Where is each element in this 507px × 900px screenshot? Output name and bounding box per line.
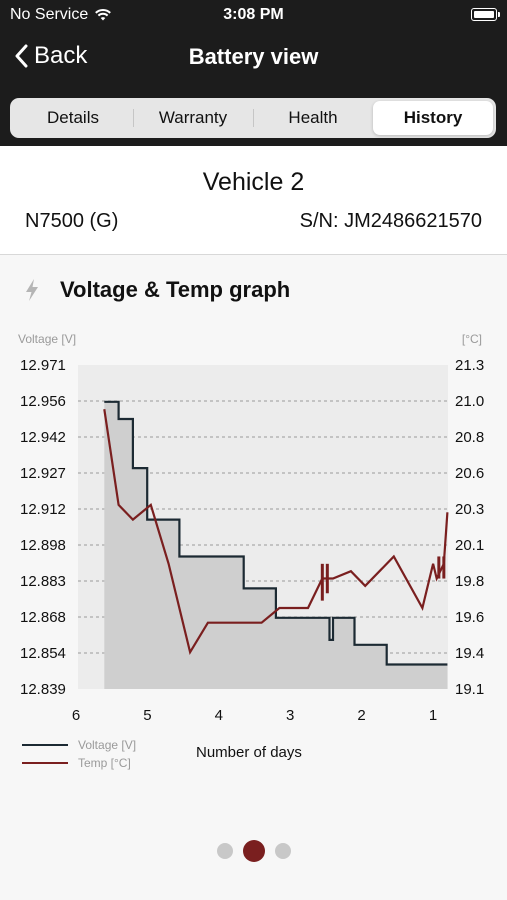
x-tick-label: 3 <box>286 707 294 724</box>
tab-warranty-label: Warranty <box>158 108 228 127</box>
voltage-temp-chart: Voltage [V] [°C] 12.971 21.3 12.956 21.0 12.94… <box>18 332 484 770</box>
x-tick-label: 1 <box>429 707 437 724</box>
y-right-tick-label: 20.1 <box>455 537 484 554</box>
tab-warranty[interactable]: Warranty <box>133 101 253 135</box>
y-left-tick-label: 12.971 <box>20 357 66 374</box>
chevron-left-icon <box>15 44 28 68</box>
wifi-icon <box>95 9 112 21</box>
y-left-tick-label: 12.956 <box>20 393 66 410</box>
y-right-tick-label: 19.4 <box>455 645 484 662</box>
tab-history[interactable]: History <box>373 101 493 135</box>
y-right-tick-label: 21.3 <box>455 357 484 374</box>
vehicle-model: N7500 (G) <box>25 210 119 232</box>
x-tick-label: 5 <box>143 707 151 724</box>
y-left-tick-label: 12.942 <box>20 429 66 446</box>
legend-temp-label: Temp [°C] <box>78 756 131 770</box>
vehicle-name: Vehicle 2 <box>202 168 305 196</box>
navigation-bar: Back Battery view <box>0 30 507 90</box>
carrier-indicator: No Service <box>10 6 112 24</box>
y-right-tick-label: 20.3 <box>455 501 484 518</box>
y-left-tick-label: 12.912 <box>20 501 66 518</box>
tab-health[interactable]: Health <box>253 101 373 135</box>
vehicle-serial: S/N: JM2486621570 <box>299 210 482 232</box>
y-left-axis-label: Voltage [V] <box>18 332 76 346</box>
page-dot-1[interactable] <box>216 843 233 859</box>
tab-details[interactable]: Details <box>13 101 133 135</box>
voltage-area-fill <box>104 401 448 689</box>
x-axis-label: Number of days <box>196 744 302 761</box>
y-right-axis-label: [°C] <box>462 332 482 346</box>
clock: 3:08 PM <box>223 6 284 23</box>
y-left-tick-label: 12.927 <box>20 465 66 482</box>
legend-voltage-label: Voltage [V] <box>78 738 136 752</box>
x-tick-label: 4 <box>215 707 223 724</box>
graph-header: Voltage & Temp graph <box>24 277 290 303</box>
y-right-tick-label: 19.1 <box>455 681 484 698</box>
vehicle-info-card: Vehicle 2 N7500 (G) S/N: JM2486621570 <box>0 146 507 255</box>
back-label: Back <box>34 42 88 69</box>
lightning-icon <box>26 279 38 301</box>
y-right-tick-label: 21.0 <box>455 393 484 410</box>
tab-history-label: History <box>403 108 463 127</box>
tab-details-label: Details <box>47 108 99 127</box>
segmented-control: Details Warranty Health History <box>10 98 496 138</box>
back-button[interactable]: Back <box>14 42 87 70</box>
y-left-tick-label: 12.839 <box>20 681 66 698</box>
y-right-tick-label: 19.8 <box>455 573 484 590</box>
page-dot-2[interactable] <box>242 840 265 862</box>
y-left-tick-label: 12.898 <box>20 537 66 554</box>
x-tick-label: 2 <box>357 707 365 724</box>
tab-strip: Details Warranty Health History <box>0 90 507 146</box>
battery-icon <box>471 8 500 21</box>
tab-health-label: Health <box>288 108 338 127</box>
y-left-tick-label: 12.883 <box>20 573 66 590</box>
y-right-tick-label: 19.6 <box>455 609 484 626</box>
page-dot-3[interactable] <box>274 843 291 859</box>
status-bar: No Service 3:08 PM <box>0 0 507 30</box>
y-right-tick-label: 20.8 <box>455 429 484 446</box>
page-indicator <box>0 840 507 862</box>
graph-title: Voltage & Temp graph <box>60 277 291 302</box>
x-tick-label: 6 <box>72 707 80 724</box>
temp-series-line <box>103 409 449 656</box>
y-right-tick-label: 20.6 <box>455 465 484 482</box>
y-left-tick-label: 12.868 <box>20 609 66 626</box>
y-left-tick-label: 12.854 <box>20 645 66 662</box>
carrier-label: No Service <box>10 6 89 23</box>
